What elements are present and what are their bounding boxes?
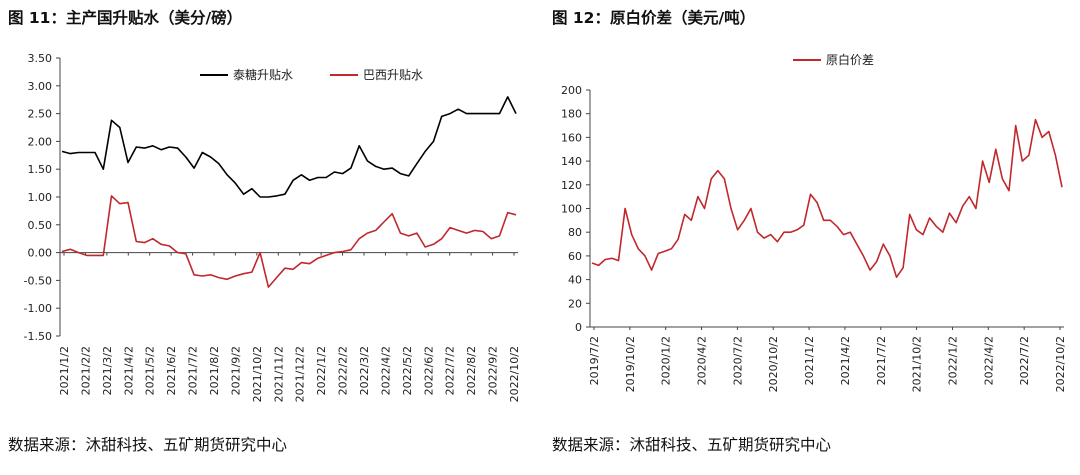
y-tick-label: 1.00 xyxy=(28,191,53,204)
x-tick-label: 2020/1/2 xyxy=(660,336,673,385)
y-tick-label: 60 xyxy=(568,250,582,263)
x-tick-label: 2022/1/2 xyxy=(946,336,959,385)
right-chart-panel: 图 12：原白价差（美元/吨） 200 180 160 140 120 100 80 60 40… xyxy=(552,0,1080,475)
x-tick-label: 2019/7/2 xyxy=(588,336,601,385)
left-chart-panel: 图 11：主产国升贴水（美分/磅） 3.50 3.00 2.50 2.00 1.50 1.… xyxy=(8,9,521,454)
x-tick-label: 2021/1/2 xyxy=(803,336,816,385)
x-tick-label: 2022/10/2 xyxy=(1054,336,1067,392)
x-tick-label: 2022/3/2 xyxy=(358,346,371,395)
x-tick-label: 2022/2/2 xyxy=(337,346,350,395)
x-tick-label: 2020/10/2 xyxy=(767,336,780,392)
y-tick-label: -1.50 xyxy=(24,330,52,343)
x-tick-label: 2019/10/2 xyxy=(624,336,637,392)
x-tick-label: 2022/10/2 xyxy=(508,346,521,402)
y-tick-label: 100 xyxy=(561,203,582,216)
data-source-note: 数据来源：沐甜科技、五矿期货研究中心 xyxy=(552,436,832,454)
x-tick-label: 2021/9/2 xyxy=(229,346,242,395)
x-tick-label: 2021/5/2 xyxy=(144,346,157,395)
x-tick-label: 2022/4/2 xyxy=(379,346,392,395)
y-tick-label: 140 xyxy=(561,155,582,168)
x-tick-label: 2021/10/2 xyxy=(911,336,924,392)
chart-title: 图 11：主产国升贴水（美分/磅） xyxy=(8,9,243,27)
x-tick-label: 2021/8/2 xyxy=(208,346,221,395)
y-tick-label: 1.50 xyxy=(28,163,53,176)
x-tick-label: 2020/4/2 xyxy=(696,336,709,385)
x-tick-label: 2021/2/2 xyxy=(79,346,92,395)
x-tick-label: 2022/1/2 xyxy=(315,346,328,395)
legend-label: 原白价差 xyxy=(826,52,874,67)
premium-line-chart: 3.50 3.00 2.50 2.00 1.50 1.00 0.50 0.00 -0.50 -1.… xyxy=(24,52,521,402)
x-tick-label: 2021/3/2 xyxy=(101,346,114,395)
y-tick-label: 0.50 xyxy=(28,219,53,232)
y-tick-label: 160 xyxy=(561,131,582,144)
y-tick-label: 2.50 xyxy=(28,108,53,121)
y-tick-label: 3.00 xyxy=(28,80,53,93)
x-tick-label: 2021/6/2 xyxy=(165,346,178,395)
data-source-note: 数据来源：沐甜科技、五矿期货研究中心 xyxy=(8,436,288,454)
y-tick-label: 180 xyxy=(561,108,582,121)
x-tick-label: 2022/7/2 xyxy=(444,346,457,395)
series-line-1 xyxy=(591,118,1063,278)
x-tick-label: 2021/7/2 xyxy=(187,346,200,395)
series-line-2 xyxy=(61,195,517,288)
y-tick-label: 2.00 xyxy=(28,135,53,148)
series-line-1 xyxy=(61,96,517,198)
y-tick-label: 0.00 xyxy=(28,247,53,260)
y-tick-label: 0 xyxy=(575,321,582,334)
y-tick-label: 80 xyxy=(568,226,582,239)
x-tick-label: 2022/8/2 xyxy=(465,346,478,395)
x-tick-label: 2022/4/2 xyxy=(982,336,995,385)
x-tick-label: 2022/7/2 xyxy=(1018,336,1031,385)
y-tick-label: 120 xyxy=(561,179,582,192)
legend-label: 泰糖升贴水 xyxy=(233,67,293,82)
y-tick-label: -0.50 xyxy=(24,274,52,287)
chart-title: 图 12：原白价差（美元/吨） xyxy=(552,9,756,27)
x-tick-label: 2021/4/2 xyxy=(122,346,135,395)
y-tick-label: 20 xyxy=(568,297,582,310)
y-tick-label: -1.00 xyxy=(24,302,52,315)
y-tick-label: 40 xyxy=(568,274,582,287)
x-tick-label: 2022/9/2 xyxy=(487,346,500,395)
x-tick-label: 2021/1/2 xyxy=(58,346,71,395)
x-tick-label: 2020/7/2 xyxy=(731,336,744,385)
x-tick-label: 2021/10/2 xyxy=(251,346,264,402)
legend-label: 巴西升贴水 xyxy=(363,68,423,82)
x-tick-label: 2022/6/2 xyxy=(422,346,435,395)
x-tick-label: 2022/5/2 xyxy=(401,346,414,395)
x-tick-label: 2021/4/2 xyxy=(839,336,852,385)
y-tick-label: 3.50 xyxy=(28,52,53,65)
x-tick-label: 2021/11/2 xyxy=(272,346,285,402)
x-tick-label: 2021/12/2 xyxy=(294,346,307,402)
y-tick-label: 200 xyxy=(561,84,582,97)
x-tick-label: 2021/7/2 xyxy=(875,336,888,385)
